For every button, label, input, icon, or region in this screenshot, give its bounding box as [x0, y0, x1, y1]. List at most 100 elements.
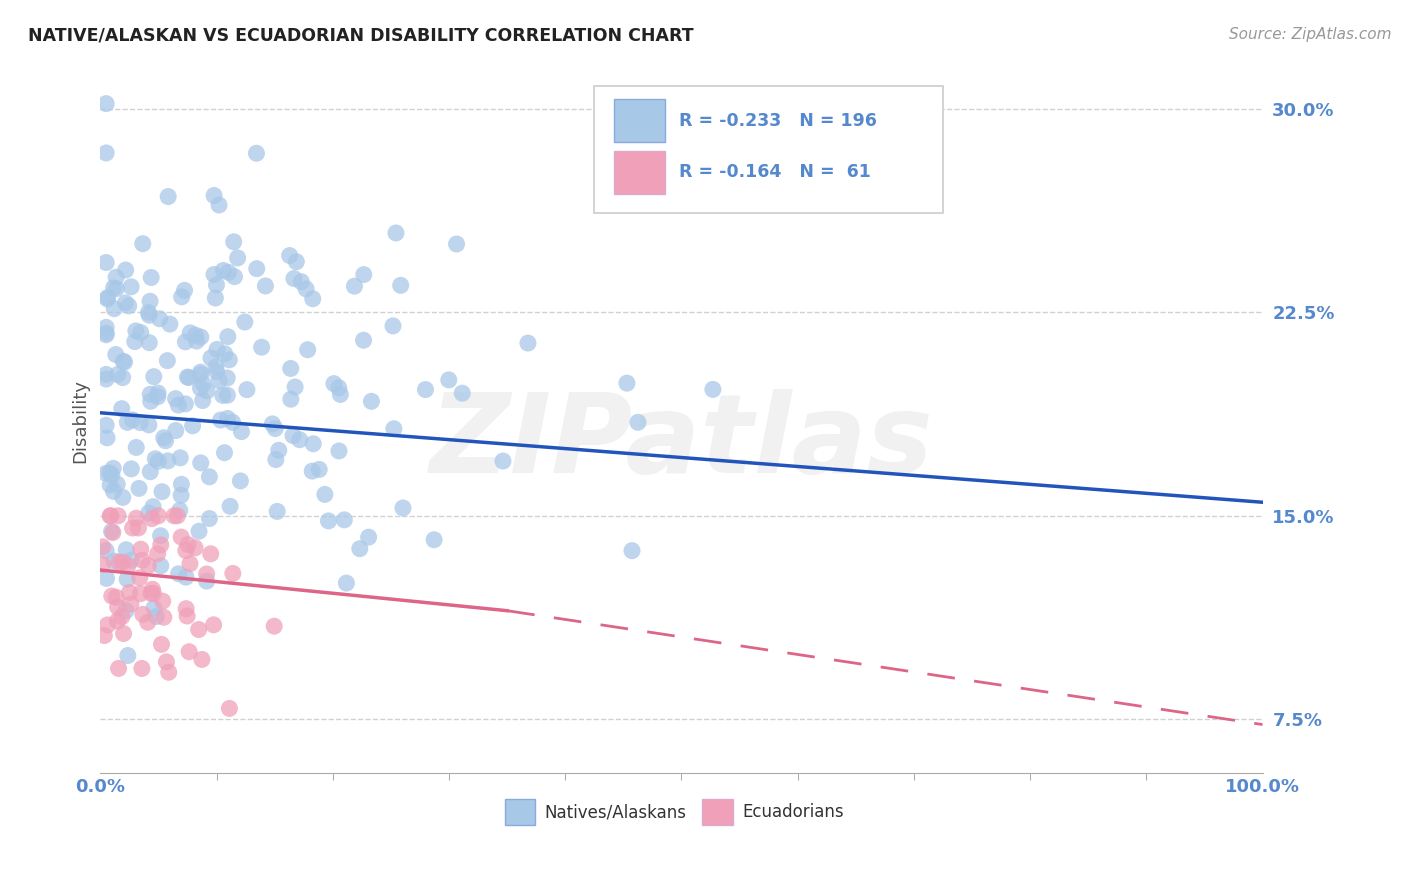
Point	[621, 543, 644, 558]
Point	[132, 607, 155, 622]
Point	[187, 623, 209, 637]
Point	[143, 601, 166, 615]
Point	[96, 543, 118, 558]
Point	[176, 609, 198, 624]
Point	[100, 508, 122, 523]
Point	[136, 558, 159, 573]
Point	[141, 511, 163, 525]
Point	[96, 255, 118, 269]
Point	[415, 383, 437, 397]
Point	[129, 326, 152, 340]
Point	[246, 261, 269, 276]
Point	[111, 609, 134, 624]
Point	[114, 296, 136, 310]
Point	[91, 540, 114, 554]
Point	[217, 329, 239, 343]
Point	[702, 383, 724, 397]
Point	[112, 354, 135, 368]
Point	[125, 324, 148, 338]
Point	[176, 370, 198, 384]
Point	[308, 462, 330, 476]
Point	[96, 368, 118, 382]
Point	[107, 600, 129, 615]
Point	[179, 645, 201, 659]
Point	[142, 369, 165, 384]
Point	[174, 334, 197, 349]
Point	[139, 387, 162, 401]
Point	[120, 462, 142, 476]
Point	[285, 254, 308, 268]
Point	[96, 571, 118, 585]
Point	[329, 387, 352, 401]
Point	[212, 263, 235, 277]
Point	[202, 617, 225, 632]
Point	[446, 237, 468, 252]
Point	[254, 279, 277, 293]
Point	[264, 421, 287, 435]
Point	[451, 386, 474, 401]
Point	[184, 541, 207, 555]
Point	[103, 461, 125, 475]
Point	[221, 415, 243, 429]
Point	[105, 282, 128, 296]
Point	[190, 381, 212, 395]
Point	[136, 615, 159, 630]
Point	[105, 477, 128, 491]
Point	[214, 347, 236, 361]
Point	[129, 416, 152, 430]
Point	[96, 96, 118, 111]
Point	[357, 530, 380, 544]
Point	[184, 328, 207, 343]
Point	[616, 376, 638, 391]
Point	[335, 576, 357, 591]
Point	[129, 587, 152, 601]
Point	[155, 655, 177, 669]
Point	[318, 514, 340, 528]
Point	[200, 547, 222, 561]
Point	[103, 554, 125, 568]
Text: Natives/Alaskans: Natives/Alaskans	[544, 803, 686, 822]
Point	[217, 411, 239, 425]
Point	[174, 397, 197, 411]
Point	[165, 424, 187, 438]
Point	[105, 270, 128, 285]
Point	[288, 433, 311, 447]
Point	[262, 417, 284, 431]
Point	[128, 482, 150, 496]
Point	[118, 585, 141, 599]
Point	[245, 146, 267, 161]
Point	[103, 281, 125, 295]
Point	[170, 488, 193, 502]
Point	[218, 701, 240, 715]
Point	[195, 384, 218, 398]
Point	[139, 586, 162, 600]
Point	[149, 558, 172, 573]
Point	[437, 373, 460, 387]
Point	[138, 305, 160, 319]
Point	[138, 506, 160, 520]
Point	[284, 380, 307, 394]
Point	[190, 330, 212, 344]
Point	[208, 198, 231, 212]
Point	[195, 566, 218, 581]
Point	[169, 503, 191, 517]
Point	[101, 589, 124, 603]
Point	[97, 291, 120, 305]
Point	[121, 413, 143, 427]
Point	[115, 604, 138, 618]
Point	[219, 500, 242, 514]
Point	[115, 572, 138, 586]
Point	[174, 570, 197, 584]
Point	[250, 340, 273, 354]
Point	[114, 263, 136, 277]
Point	[107, 508, 129, 523]
Point	[114, 355, 136, 369]
Point	[96, 372, 118, 386]
Point	[157, 189, 180, 203]
Point	[138, 417, 160, 432]
Point	[280, 392, 302, 407]
Point	[98, 466, 121, 480]
Text: Ecuadorians: Ecuadorians	[742, 803, 844, 822]
Point	[353, 333, 375, 347]
Point	[343, 279, 366, 293]
